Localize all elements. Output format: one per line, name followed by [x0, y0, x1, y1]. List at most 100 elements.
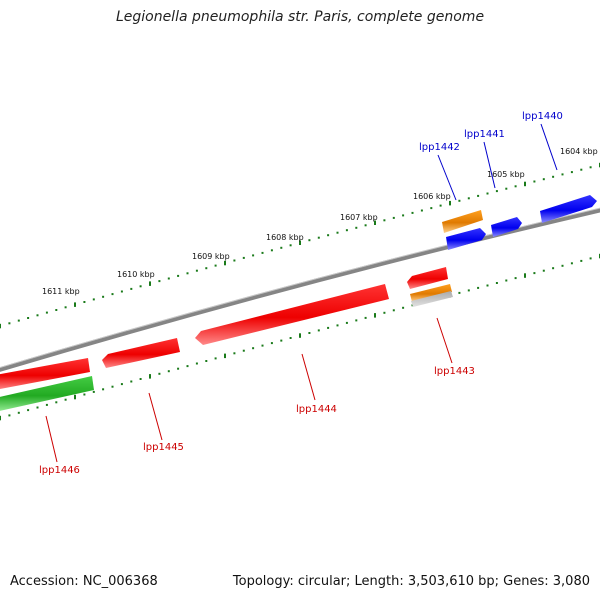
scale-label-1608: 1608 kbp: [266, 233, 304, 242]
forward-minor-tick: [439, 204, 442, 207]
gene-arrow-lpp1442-orange[interactable]: [442, 210, 483, 233]
forward-minor-tick: [64, 306, 67, 309]
reverse-minor-tick: [317, 329, 320, 332]
forward-minor-tick: [195, 269, 198, 272]
forward-major-tick: [149, 281, 151, 286]
forward-minor-tick: [552, 175, 555, 178]
gene-arrow-lpp1446[interactable]: [0, 358, 90, 390]
reverse-minor-tick: [308, 332, 311, 334]
forward-minor-tick: [308, 239, 311, 242]
reverse-minor-tick: [542, 269, 545, 272]
gene-arrow-lpp1443-gray[interactable]: [411, 291, 453, 307]
gene-arrow-lpp1441[interactable]: [491, 217, 522, 237]
forward-minor-tick: [477, 194, 480, 197]
reverse-minor-tick: [561, 264, 564, 267]
reverse-minor-tick: [402, 306, 405, 309]
forward-minor-tick: [533, 180, 536, 183]
forward-minor-tick: [345, 229, 348, 232]
forward-minor-tick: [336, 231, 339, 234]
reverse-minor-tick: [177, 367, 180, 370]
reverse-minor-tick: [139, 378, 142, 380]
reverse-minor-tick: [552, 267, 555, 270]
reverse-minor-tick: [45, 403, 48, 406]
forward-minor-tick: [383, 219, 386, 222]
genome-backbone: [0, 207, 600, 372]
forward-minor-tick: [205, 267, 208, 270]
forward-minor-tick: [92, 298, 95, 301]
gene-label-lpp1444[interactable]: lpp1444: [296, 404, 337, 415]
gene-arrow-lpp1445[interactable]: [102, 338, 180, 368]
forward-major-tick: [374, 220, 376, 225]
gene-label-lpp1440[interactable]: lpp1440: [522, 111, 563, 122]
gene-label-lpp1446[interactable]: lpp1446: [39, 465, 80, 476]
forward-minor-tick: [514, 185, 517, 188]
reverse-minor-tick: [17, 411, 20, 414]
reverse-minor-tick: [130, 380, 133, 383]
forward-minor-tick: [430, 207, 433, 210]
gene-arrow-lpp1443[interactable]: [407, 267, 448, 289]
reverse-minor-tick: [186, 365, 189, 368]
reverse-minor-tick: [195, 362, 198, 365]
gene-label-lpp1442[interactable]: lpp1442: [419, 142, 460, 153]
forward-minor-tick: [327, 234, 330, 237]
forward-minor-tick: [355, 226, 358, 229]
reverse-minor-tick: [355, 319, 358, 322]
forward-minor-tick: [542, 178, 545, 181]
reverse-minor-tick: [495, 282, 498, 284]
forward-minor-tick: [158, 280, 161, 283]
gene-arrow-lpp1443-orange[interactable]: [410, 284, 452, 302]
reverse-major-tick: [224, 353, 226, 359]
gene-label-lpp1445[interactable]: lpp1445: [143, 442, 184, 453]
scale-label-1611: 1611 kbp: [42, 287, 80, 296]
forward-major-tick: [74, 302, 76, 307]
reverse-minor-tick: [383, 311, 386, 314]
forward-minor-tick: [111, 293, 114, 296]
forward-minor-tick: [83, 301, 86, 303]
forward-minor-tick: [570, 171, 573, 174]
leader-lines: [45, 123, 558, 463]
reverse-major-tick: [524, 273, 526, 278]
reverse-minor-tick: [8, 414, 11, 417]
reverse-major-tick: [149, 374, 151, 379]
forward-minor-tick: [317, 236, 320, 239]
forward-minor-tick: [102, 295, 105, 298]
forward-minor-tick: [402, 214, 405, 217]
reverse-major-tick: [374, 313, 376, 318]
reverse-minor-tick: [289, 337, 292, 339]
forward-major-tick: [299, 240, 301, 245]
gene-arrow-lpp1444[interactable]: [195, 284, 389, 345]
reverse-minor-tick: [214, 357, 217, 360]
gene-arrow-lpp1440[interactable]: [540, 195, 597, 223]
forward-strand-ticks: [0, 162, 600, 329]
scale-label-1609: 1609 kbp: [192, 252, 230, 261]
forward-minor-tick: [486, 192, 489, 195]
gene-arrow-lpp1446-green[interactable]: [0, 376, 94, 412]
reverse-minor-tick: [27, 409, 30, 412]
reverse-major-tick: [0, 415, 1, 421]
reverse-minor-tick: [533, 272, 536, 275]
gene-label-lpp1443[interactable]: lpp1443: [434, 366, 475, 377]
reverse-minor-tick: [336, 324, 339, 327]
reverse-minor-tick: [570, 262, 573, 265]
forward-minor-tick: [270, 249, 273, 252]
reverse-minor-tick: [158, 372, 161, 375]
gene-arrow-lpp1442[interactable]: [446, 228, 486, 250]
reverse-minor-tick: [345, 321, 348, 324]
scale-label-1606: 1606 kbp: [413, 192, 451, 201]
reverse-major-tick: [74, 394, 76, 400]
forward-minor-tick: [420, 209, 423, 212]
forward-minor-tick: [467, 197, 470, 200]
forward-minor-tick: [242, 256, 245, 259]
forward-minor-tick: [252, 254, 255, 257]
reverse-minor-tick: [589, 257, 592, 260]
reverse-minor-tick: [233, 352, 236, 355]
gene-label-lpp1441[interactable]: lpp1441: [464, 129, 505, 140]
reverse-minor-tick: [64, 398, 67, 401]
reverse-minor-tick: [327, 326, 330, 329]
forward-minor-tick: [36, 314, 39, 317]
forward-major-tick: [0, 323, 1, 329]
forward-minor-tick: [411, 211, 414, 214]
forward-minor-tick: [17, 319, 20, 322]
forward-minor-tick: [280, 246, 283, 249]
